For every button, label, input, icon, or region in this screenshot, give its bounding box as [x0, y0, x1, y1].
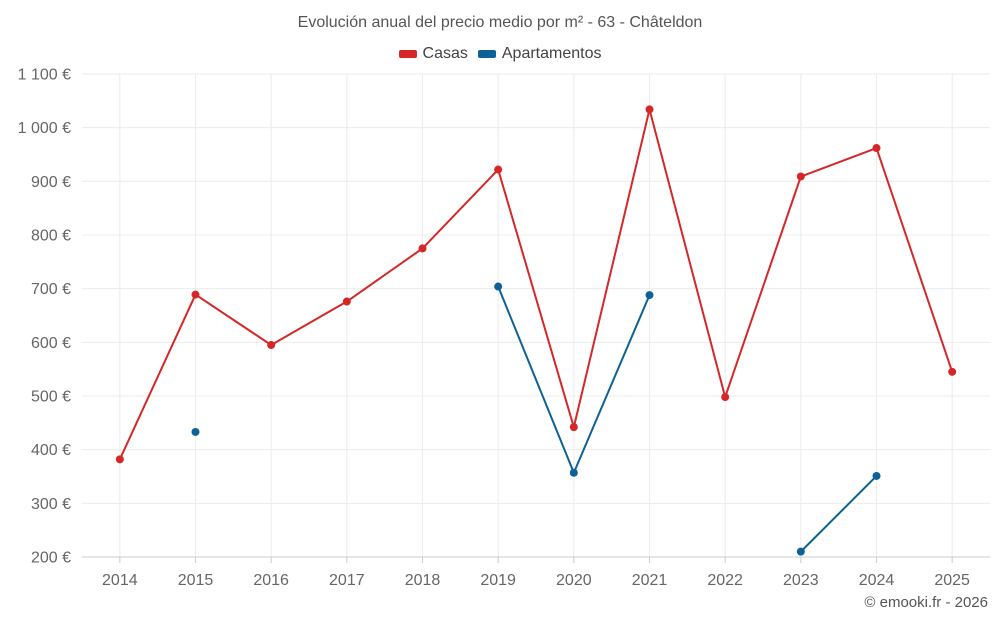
x-tick-label: 2023: [783, 572, 819, 589]
x-tick-label: 2025: [934, 572, 970, 589]
data-point-casas[interactable]: [796, 172, 805, 181]
data-point-casas[interactable]: [494, 165, 503, 174]
x-tick-label: 2020: [556, 572, 592, 589]
legend-label-casas: Casas: [422, 45, 468, 62]
credit-text: © emooki.fr - 2026: [864, 594, 988, 611]
data-point-casas[interactable]: [721, 393, 730, 402]
y-tick-label: 1 000 €: [18, 120, 71, 137]
legend: Casas Apartamentos: [0, 45, 1000, 63]
data-point-apartamentos[interactable]: [191, 427, 200, 436]
legend-swatch-casas: [398, 50, 417, 58]
data-point-apartamentos[interactable]: [872, 471, 881, 480]
chart-title: Evolución anual del precio medio por m² …: [297, 14, 703, 31]
y-tick-label: 800 €: [31, 228, 71, 245]
data-point-casas[interactable]: [115, 455, 124, 464]
y-tick-label: 600 €: [31, 335, 71, 352]
x-tick-label: 2016: [253, 572, 289, 589]
legend-swatch-apartamentos: [477, 50, 496, 58]
x-tick-label: 2022: [707, 572, 743, 589]
data-point-casas[interactable]: [191, 290, 200, 299]
x-tick-label: 2018: [405, 572, 441, 589]
series-line-casas: [118, 108, 954, 460]
y-tick-label: 500 €: [31, 389, 71, 406]
data-point-casas[interactable]: [569, 423, 578, 432]
data-point-casas[interactable]: [418, 244, 427, 253]
y-tick-label: 200 €: [31, 550, 71, 567]
data-point-apartamentos[interactable]: [796, 547, 805, 556]
data-point-casas[interactable]: [645, 105, 654, 114]
x-tick-label: 2024: [859, 572, 895, 589]
y-tick-label: 700 €: [31, 281, 71, 298]
data-point-casas[interactable]: [948, 367, 957, 376]
series-line-apartamentos: [800, 475, 878, 553]
legend-label-apartamentos: Apartamentos: [501, 45, 602, 62]
data-point-casas[interactable]: [342, 297, 351, 306]
legend-item-casas[interactable]: Casas: [398, 45, 468, 63]
x-tick-label: 2021: [632, 572, 668, 589]
data-point-apartamentos[interactable]: [645, 291, 654, 300]
data-point-casas[interactable]: [267, 341, 276, 350]
y-tick-label: 900 €: [31, 174, 71, 191]
x-tick-label: 2014: [102, 572, 138, 589]
legend-item-apartamentos[interactable]: Apartamentos: [477, 45, 602, 63]
y-tick-label: 300 €: [31, 496, 71, 513]
x-tick-label: 2017: [329, 572, 365, 589]
data-point-apartamentos[interactable]: [494, 282, 503, 291]
x-tick-label: 2015: [178, 572, 214, 589]
x-tick-label: 2019: [480, 572, 516, 589]
data-point-apartamentos[interactable]: [569, 468, 578, 477]
data-point-casas[interactable]: [872, 144, 881, 153]
y-tick-label: 1 100 €: [18, 67, 71, 84]
y-tick-label: 400 €: [31, 442, 71, 459]
